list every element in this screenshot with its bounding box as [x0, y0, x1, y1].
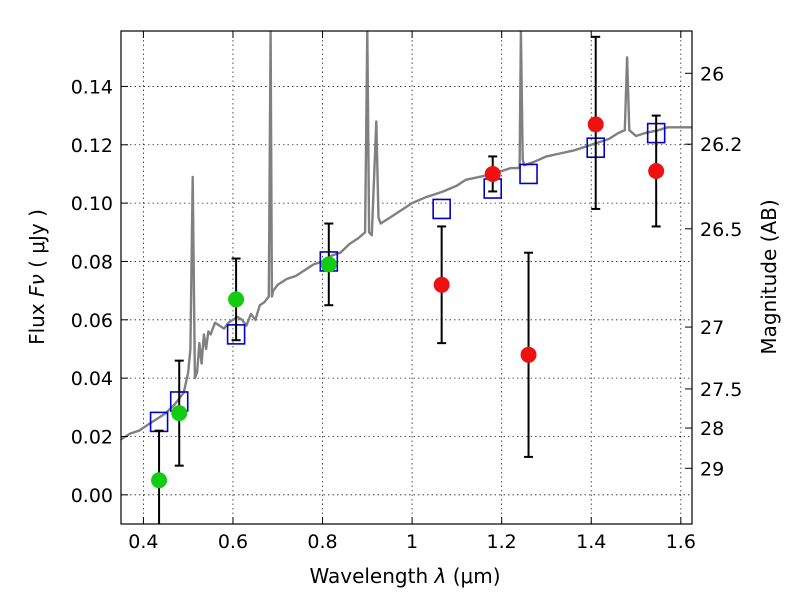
data-layer [121, 31, 692, 524]
y-tick-label: 0.00 [71, 485, 113, 507]
right-axis-label: Magnitude (AB) [757, 199, 781, 354]
y-tick-label: 0.10 [71, 193, 113, 215]
plot-frame [120, 30, 693, 525]
right-tick-label: 28 [700, 418, 724, 440]
right-tick-label: 27.5 [700, 379, 742, 401]
data-point [520, 346, 537, 363]
x-tick-label: 1 [406, 531, 418, 553]
x-tick-label: 1.4 [576, 531, 606, 553]
model-photometry-square [432, 198, 451, 220]
y-axis-label: Flux Fν ( μJy ) [25, 209, 49, 345]
data-point [151, 472, 168, 489]
x-tick-label: 0.6 [218, 531, 248, 553]
x-tick-label: 0.8 [307, 531, 337, 553]
template-spectrum-line [121, 31, 692, 441]
tick-layer: 0.4 0.6 0.8 1 1.2 1.4 1.6 0.00 0.02 0.04 0.06 0.08 0… [71, 31, 742, 553]
x-tick-label: 1.6 [666, 531, 696, 553]
y-tick-label: 0.06 [71, 310, 113, 332]
y-tick-label: 0.04 [71, 368, 113, 390]
data-point [433, 276, 450, 293]
y-tick-label: 0.12 [71, 135, 113, 157]
data-point [320, 256, 337, 273]
x-tick-label: 0.4 [128, 531, 158, 553]
data-point [171, 405, 188, 422]
data-point [648, 163, 665, 180]
right-tick-label: 29 [700, 458, 724, 480]
grid-layer [121, 31, 692, 524]
data-point [587, 116, 604, 133]
data-point [228, 291, 245, 308]
y-tick-label: 0.14 [71, 76, 113, 98]
data-point [484, 165, 501, 182]
right-tick-label: 26.5 [700, 219, 742, 241]
y-tick-label: 0.08 [71, 251, 113, 273]
right-tick-label: 26 [700, 63, 724, 85]
x-axis-label: Wavelength λ (μm) [309, 564, 500, 588]
right-tick-label: 27 [700, 317, 724, 339]
y-tick-label: 0.02 [71, 426, 113, 448]
x-tick-label: 1.2 [487, 531, 517, 553]
right-tick-label: 26.2 [700, 134, 742, 156]
model-photometry-square [519, 163, 538, 185]
